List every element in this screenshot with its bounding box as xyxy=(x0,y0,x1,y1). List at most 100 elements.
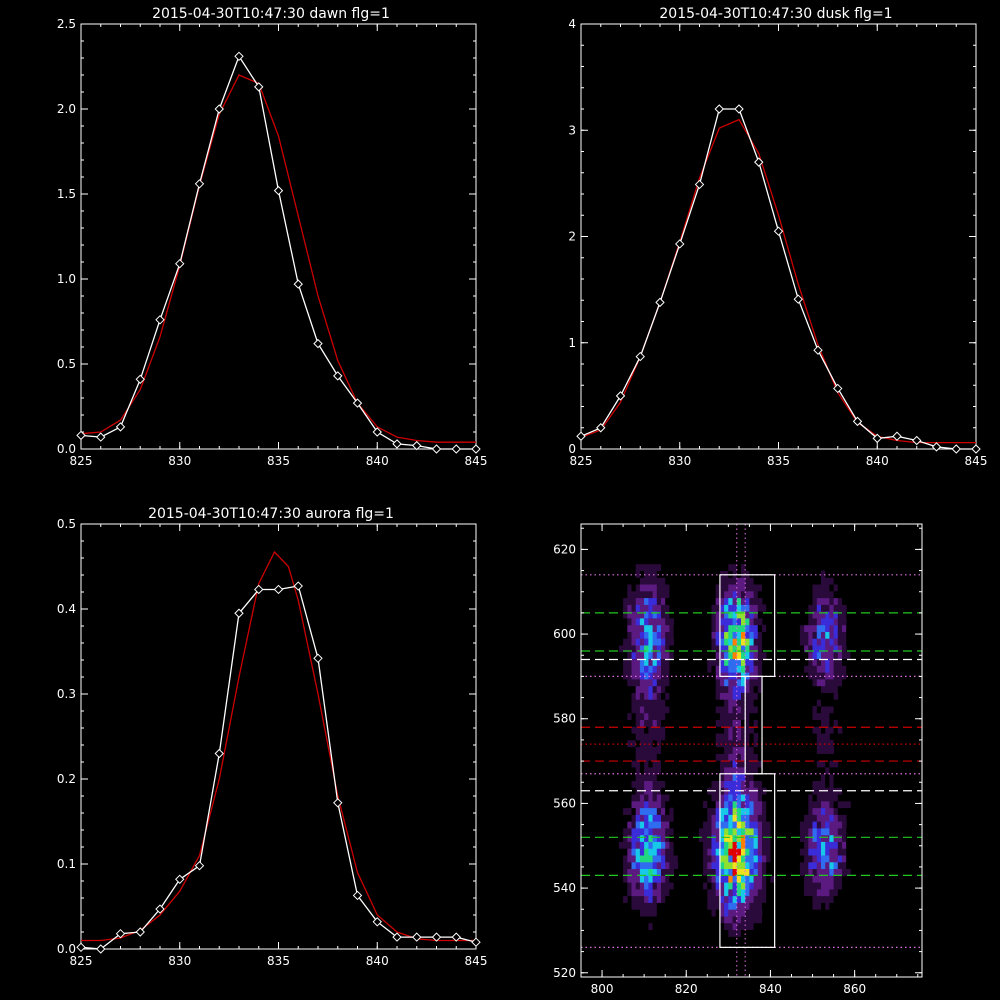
heatmap-pixel xyxy=(728,800,733,809)
heatmap-pixel xyxy=(639,563,645,571)
heatmap-pixel xyxy=(665,739,670,748)
heatmap-pixel xyxy=(762,672,767,680)
heatmap-pixel xyxy=(728,875,733,883)
heatmap-pixel xyxy=(762,638,767,646)
heatmap-pixel xyxy=(736,888,742,897)
heatmap-pixel xyxy=(762,916,767,924)
heatmap-pixel xyxy=(892,719,898,727)
dawn-measured-point xyxy=(135,374,145,385)
heatmap-pixel xyxy=(842,875,847,883)
heatmap-pixel xyxy=(728,760,733,768)
heatmap-pixel xyxy=(741,922,746,930)
heatmap-pixel xyxy=(665,807,670,815)
heatmap-pixel xyxy=(741,773,746,781)
heatmap-pixel xyxy=(665,624,670,632)
heatmap-pixel xyxy=(623,672,628,680)
heatmap-pixel xyxy=(837,902,843,910)
image-ytick-label: 540 xyxy=(553,881,576,895)
heatmap-pixel xyxy=(825,753,830,761)
heatmap-pixel xyxy=(728,787,733,795)
heatmap-pixel xyxy=(673,882,679,890)
heatmap-pixel xyxy=(698,855,704,863)
heatmap-pixel xyxy=(745,699,750,707)
heatmap-pixel xyxy=(724,712,729,720)
heatmap-pixel xyxy=(694,706,700,714)
heatmap-pixel xyxy=(783,726,788,734)
dawn-measured-point xyxy=(273,185,284,196)
heatmap-pixel xyxy=(808,706,813,714)
heatmap-pixel xyxy=(644,685,649,693)
heatmap-pixel xyxy=(816,638,822,646)
heatmap-pixel xyxy=(711,855,717,863)
heatmap-pixel xyxy=(715,902,721,910)
heatmap-pixel xyxy=(736,597,742,605)
heatmap-pixel xyxy=(728,821,733,829)
heatmap-pixel xyxy=(757,590,763,599)
aurora-measured-point xyxy=(155,904,165,914)
heatmap-pixel xyxy=(741,672,746,680)
heatmap-pixel xyxy=(610,821,616,829)
heatmap-pixel xyxy=(896,888,902,897)
heatmap-pixel xyxy=(804,800,809,809)
heatmap-pixel xyxy=(741,834,746,842)
heatmap-pixel xyxy=(728,550,733,558)
heatmap-pixel xyxy=(656,821,662,829)
heatmap-pixel xyxy=(732,733,738,741)
heatmap-pixel xyxy=(829,800,834,809)
heatmap-pixel xyxy=(757,780,763,788)
heatmap-pixel xyxy=(753,590,759,599)
heatmap-pixel xyxy=(648,584,653,592)
heatmap-pixel xyxy=(661,563,666,571)
heatmap-pixel xyxy=(665,814,670,822)
heatmap-pixel xyxy=(669,638,674,646)
heatmap-pixel xyxy=(736,618,742,626)
heatmap-pixel xyxy=(618,841,624,849)
heatmap-pixel xyxy=(829,672,834,680)
heatmap-pixel xyxy=(783,956,788,964)
heatmap-pixel xyxy=(656,760,662,768)
heatmap-pixel xyxy=(631,767,637,775)
heatmap-pixel xyxy=(732,800,738,809)
heatmap-pixel xyxy=(821,543,826,551)
heatmap-pixel xyxy=(745,828,750,836)
heatmap-pixel xyxy=(724,523,729,531)
heatmap-pixel xyxy=(690,672,696,680)
heatmap-pixel xyxy=(690,929,696,937)
heatmap-pixel xyxy=(774,875,780,883)
heatmap-pixel xyxy=(715,624,721,632)
heatmap-pixel xyxy=(661,828,666,836)
heatmap-pixel xyxy=(719,611,725,619)
heatmap-pixel xyxy=(842,895,847,903)
heatmap-pixel xyxy=(606,828,611,836)
heatmap-pixel xyxy=(715,916,721,924)
heatmap-pixel xyxy=(644,536,649,544)
heatmap-pixel xyxy=(825,848,830,856)
heatmap-pixel xyxy=(639,807,645,815)
heatmap-pixel xyxy=(736,631,742,639)
heatmap-pixel xyxy=(732,814,738,822)
heatmap-pixel xyxy=(757,929,763,937)
heatmap-pixel xyxy=(842,787,847,795)
heatmap-pixel xyxy=(762,855,767,863)
heatmap-pixel xyxy=(652,922,658,930)
heatmap-pixel xyxy=(715,767,721,775)
heatmap-pixel xyxy=(732,624,738,632)
heatmap-pixel xyxy=(837,719,843,727)
heatmap-pixel xyxy=(656,739,662,748)
heatmap-pixel xyxy=(821,706,826,714)
heatmap-pixel xyxy=(846,651,851,660)
heatmap-pixel xyxy=(728,780,733,788)
heatmap-pixel xyxy=(724,557,729,565)
heatmap-pixel xyxy=(707,909,712,917)
heatmap-pixel xyxy=(833,590,839,599)
heatmap-pixel xyxy=(812,719,818,727)
heatmap-pixel xyxy=(719,916,725,924)
heatmap-pixel xyxy=(656,679,662,687)
heatmap-pixel xyxy=(829,746,834,754)
dawn-ytick-label: 0.0 xyxy=(57,442,76,456)
heatmap-pixel xyxy=(644,611,649,619)
heatmap-pixel xyxy=(698,848,704,856)
heatmap-pixel xyxy=(631,590,637,599)
heatmap-pixel xyxy=(707,739,712,748)
heatmap-pixel xyxy=(821,645,826,653)
